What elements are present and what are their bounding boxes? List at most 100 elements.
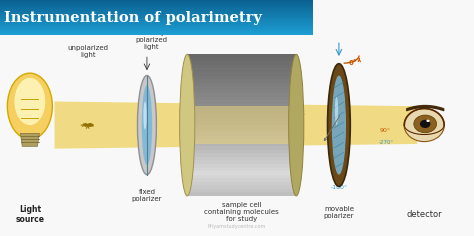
Bar: [0, 26, 313, 27]
Bar: [0, 6, 313, 7]
Text: fixed
polarizer: fixed polarizer: [132, 189, 162, 202]
Bar: [0, 34, 313, 35]
Bar: [0, 18, 313, 19]
Bar: [187, 125, 296, 129]
Bar: [187, 146, 296, 150]
Bar: [187, 106, 296, 144]
Bar: [187, 107, 296, 111]
Bar: [187, 139, 296, 143]
Bar: [187, 68, 296, 72]
Bar: [0, 22, 313, 23]
Bar: [187, 189, 296, 192]
Text: 0°: 0°: [349, 59, 357, 66]
Text: 180°: 180°: [331, 174, 347, 180]
Bar: [187, 114, 296, 118]
Bar: [0, 32, 313, 33]
Bar: [0, 11, 313, 12]
Bar: [0, 14, 313, 15]
Text: Optical rotation due to
molecules: Optical rotation due to molecules: [231, 17, 310, 30]
Ellipse shape: [142, 85, 152, 165]
Bar: [0, 2, 313, 3]
Ellipse shape: [289, 54, 304, 196]
Bar: [187, 83, 296, 86]
Bar: [187, 90, 296, 93]
Ellipse shape: [143, 101, 147, 130]
Bar: [0, 5, 313, 6]
Bar: [187, 104, 296, 107]
Bar: [187, 132, 296, 136]
Bar: [0, 23, 313, 24]
Polygon shape: [20, 133, 39, 146]
Text: sample cell
containing molecules
for study: sample cell containing molecules for stu…: [204, 202, 279, 222]
Bar: [0, 20, 313, 21]
Bar: [187, 182, 296, 185]
Bar: [187, 175, 296, 178]
Bar: [0, 29, 313, 30]
Bar: [0, 4, 313, 5]
Bar: [0, 15, 313, 16]
Bar: [187, 111, 296, 114]
Polygon shape: [55, 101, 417, 149]
Ellipse shape: [8, 73, 53, 139]
Ellipse shape: [335, 97, 338, 125]
Bar: [0, 28, 313, 29]
Bar: [187, 153, 296, 157]
Bar: [187, 76, 296, 79]
Ellipse shape: [14, 78, 46, 125]
Text: 270°: 270°: [291, 113, 306, 118]
Ellipse shape: [404, 109, 444, 142]
Bar: [0, 1, 313, 2]
Bar: [187, 160, 296, 164]
Bar: [0, 10, 313, 11]
Ellipse shape: [180, 54, 195, 196]
Bar: [0, 16, 313, 17]
Bar: [0, 17, 313, 18]
Text: -180°: -180°: [330, 185, 347, 190]
Bar: [187, 72, 296, 76]
Bar: [187, 65, 296, 68]
Bar: [0, 33, 313, 34]
Bar: [187, 157, 296, 160]
Bar: [0, 3, 313, 4]
Bar: [0, 24, 313, 25]
Ellipse shape: [328, 64, 350, 186]
Ellipse shape: [420, 120, 430, 128]
Bar: [187, 93, 296, 97]
Bar: [0, 9, 313, 10]
Text: Linearly
polarized
light: Linearly polarized light: [136, 30, 168, 50]
Bar: [0, 0, 313, 1]
Bar: [187, 122, 296, 125]
Bar: [187, 129, 296, 132]
Bar: [187, 58, 296, 61]
Text: 90°: 90°: [379, 128, 390, 134]
Bar: [187, 54, 296, 58]
Bar: [187, 192, 296, 196]
Text: unpolarized
light: unpolarized light: [67, 45, 108, 59]
Ellipse shape: [137, 76, 156, 175]
Bar: [187, 136, 296, 139]
Bar: [187, 86, 296, 90]
Bar: [187, 143, 296, 146]
Text: movable
polarizer: movable polarizer: [324, 206, 354, 219]
Bar: [187, 164, 296, 168]
Bar: [0, 21, 313, 22]
Bar: [0, 27, 313, 28]
Text: Light
source: Light source: [15, 205, 45, 224]
Bar: [187, 100, 296, 104]
Text: -90°: -90°: [288, 100, 301, 105]
Bar: [187, 97, 296, 100]
Bar: [0, 30, 313, 31]
Text: Priyamstudycentre.com: Priyamstudycentre.com: [208, 224, 266, 229]
Bar: [187, 178, 296, 182]
Bar: [187, 185, 296, 189]
Bar: [187, 61, 296, 65]
Bar: [187, 168, 296, 171]
Bar: [187, 150, 296, 153]
Bar: [187, 79, 296, 83]
Text: -270°: -270°: [379, 140, 394, 145]
Ellipse shape: [427, 120, 429, 122]
Ellipse shape: [414, 115, 437, 133]
Bar: [0, 19, 313, 20]
Bar: [0, 25, 313, 26]
Bar: [187, 171, 296, 175]
